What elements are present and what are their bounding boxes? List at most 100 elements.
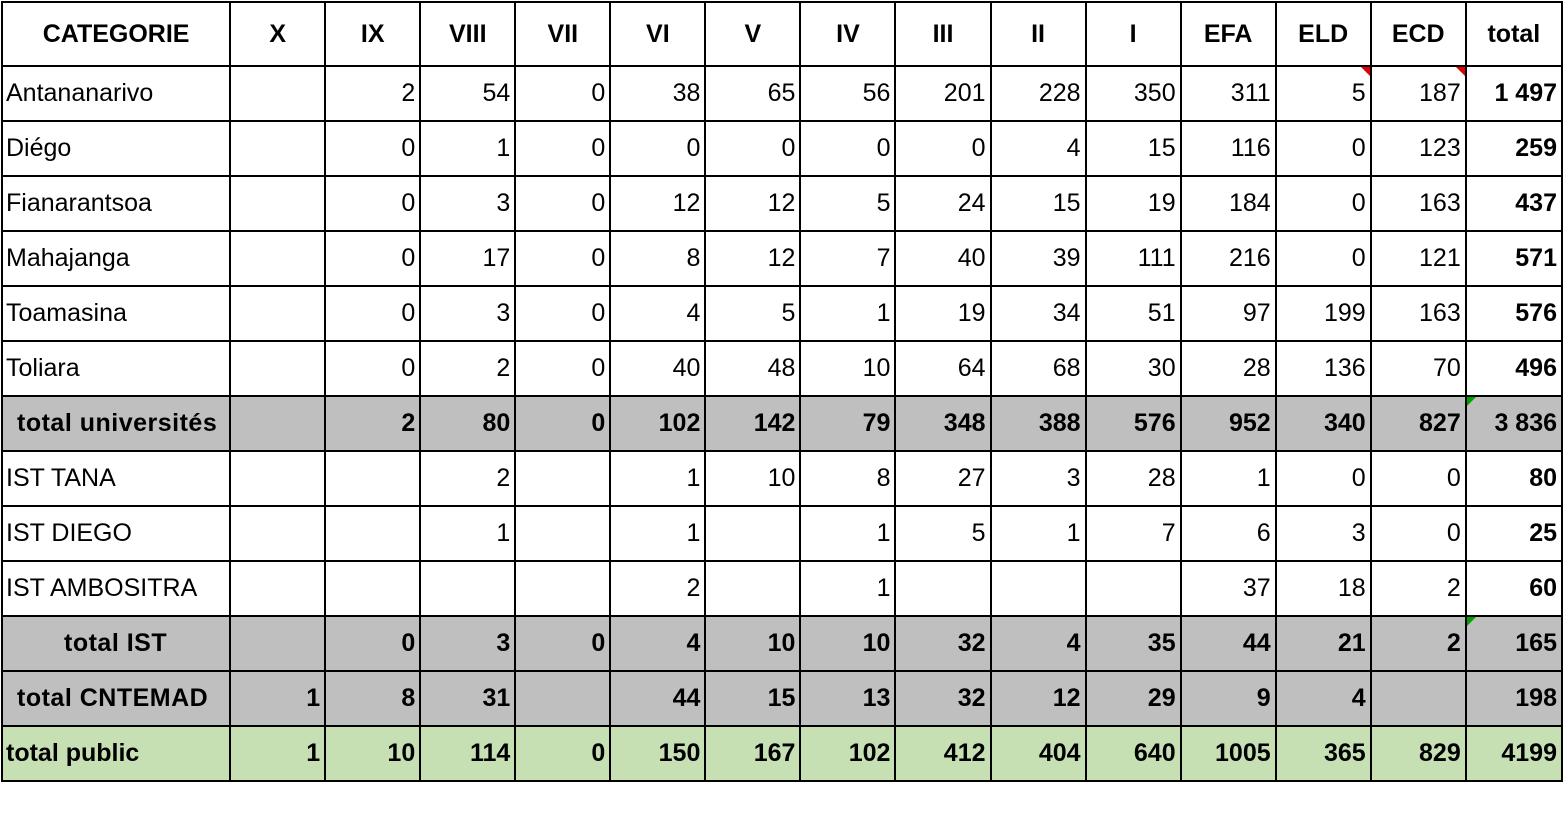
cell-iv: 1 [799,285,897,342]
cell-v: 15 [704,670,802,727]
cell-ecd: 827 [1369,395,1467,452]
cell-x [229,505,327,562]
cell-ix: 0 [324,615,422,672]
cell-i: 28 [1084,450,1182,507]
cell-vii: 0 [514,340,612,397]
column-header-ii: II [989,1,1087,67]
cell-vi: 44 [609,670,707,727]
cell-i: 35 [1084,615,1182,672]
row-total: 4199 [1464,725,1564,782]
column-header-efa: EFA [1179,1,1277,67]
row-label: total IST [0,615,232,672]
row-total: 496 [1464,340,1564,397]
cell-efa: 44 [1179,615,1277,672]
cell-vi: 38 [609,65,707,122]
row-total: 25 [1464,505,1564,562]
cell-vii: 0 [514,230,612,287]
cell-ix: 0 [324,230,422,287]
cell-ix [324,450,422,507]
cell-ii: 3 [989,450,1087,507]
cell-x: 1 [229,725,327,782]
cell-viii: 3 [419,285,517,342]
cell-vi: 4 [609,615,707,672]
cell-i: 30 [1084,340,1182,397]
cell-vii [514,450,612,507]
cell-iv: 7 [799,230,897,287]
row-label: Antananarivo [0,65,232,122]
cell-ix [324,560,422,617]
cell-efa: 184 [1179,175,1277,232]
cell-eld: 18 [1274,560,1372,617]
cell-vi: 2 [609,560,707,617]
cell-ecd [1369,670,1467,727]
cell-efa: 28 [1179,340,1277,397]
table-row: IST DIEGO 1 1 1 5 1 7 6 3 0 25 [0,505,1564,562]
cell-i: 7 [1084,505,1182,562]
cell-ecd: 2 [1369,615,1467,672]
cell-v: 10 [704,450,802,507]
cell-viii: 2 [419,340,517,397]
table-row: Toliara 0 2 0 40 48 10 64 68 30 28 136 70 496 [0,340,1564,397]
cell-ix: 0 [324,285,422,342]
cell-vii [514,670,612,727]
grand-total-row: total public 1 10 114 0 150 167 102 412 404 640 100… [0,725,1564,782]
cell-ix: 8 [324,670,422,727]
cell-iv: 1 [799,505,897,562]
cell-ecd: 829 [1369,725,1467,782]
column-header-iii: III [894,1,992,67]
row-label: Diégo [0,120,232,177]
cell-iii: 19 [894,285,992,342]
table-row: Diégo 0 1 0 0 0 0 0 4 15 116 0 123 259 [0,120,1564,177]
cell-ecd: 121 [1369,230,1467,287]
cell-i: 640 [1084,725,1182,782]
cell-iii: 32 [894,615,992,672]
cell-eld: 365 [1274,725,1372,782]
cell-x [229,395,327,452]
cell-ecd: 163 [1369,175,1467,232]
column-header-i: I [1084,1,1182,67]
cell-iv: 10 [799,340,897,397]
column-header-vi: VI [609,1,707,67]
cell-viii: 80 [419,395,517,452]
cell-i: 15 [1084,120,1182,177]
row-total: 571 [1464,230,1564,287]
row-label: total universités [0,395,232,452]
subtotal-row: total universités 2 80 0 102 142 79 348 388 576 95… [0,395,1564,452]
row-label: Fianarantsoa [0,175,232,232]
cell-iv: 10 [799,615,897,672]
row-label: Toamasina [0,285,232,342]
cell-x [229,120,327,177]
table-row: Antananarivo 2 54 0 38 65 56 201 228 350 311 5 187 1 … [0,65,1564,122]
cell-i: 29 [1084,670,1182,727]
cell-vi: 1 [609,505,707,562]
cell-ix: 2 [324,65,422,122]
column-header-viii: VIII [419,1,517,67]
cell-x [229,175,327,232]
cell-iv: 1 [799,560,897,617]
subtotal-row: total CNTEMAD 1 8 31 44 15 13 32 12 29 9 4 198 [0,670,1564,727]
cell-viii: 2 [419,450,517,507]
table-row: Fianarantsoa 0 3 0 12 12 5 24 15 19 184 0 163 437 [0,175,1564,232]
cell-eld: 340 [1274,395,1372,452]
cell-viii: 114 [419,725,517,782]
cell-iii: 412 [894,725,992,782]
row-total: 198 [1464,670,1564,727]
cell-ii: 404 [989,725,1087,782]
cell-ix: 0 [324,120,422,177]
cell-ii [989,560,1087,617]
cell-v: 10 [704,615,802,672]
cell-ix: 0 [324,340,422,397]
row-label: IST TANA [0,450,232,507]
cell-x [229,340,327,397]
column-header-eld: ELD [1274,1,1372,67]
cell-vi: 40 [609,340,707,397]
cell-ii: 34 [989,285,1087,342]
data-table: CATEGORIE X IX VIII VII VI V IV III II I EFA ELD ECD t… [0,1,1564,782]
cell-iv: 79 [799,395,897,452]
cell-vii: 0 [514,285,612,342]
cell-ii: 228 [989,65,1087,122]
cell-x [229,560,327,617]
cell-ii: 388 [989,395,1087,452]
cell-iv: 102 [799,725,897,782]
row-total: 259 [1464,120,1564,177]
